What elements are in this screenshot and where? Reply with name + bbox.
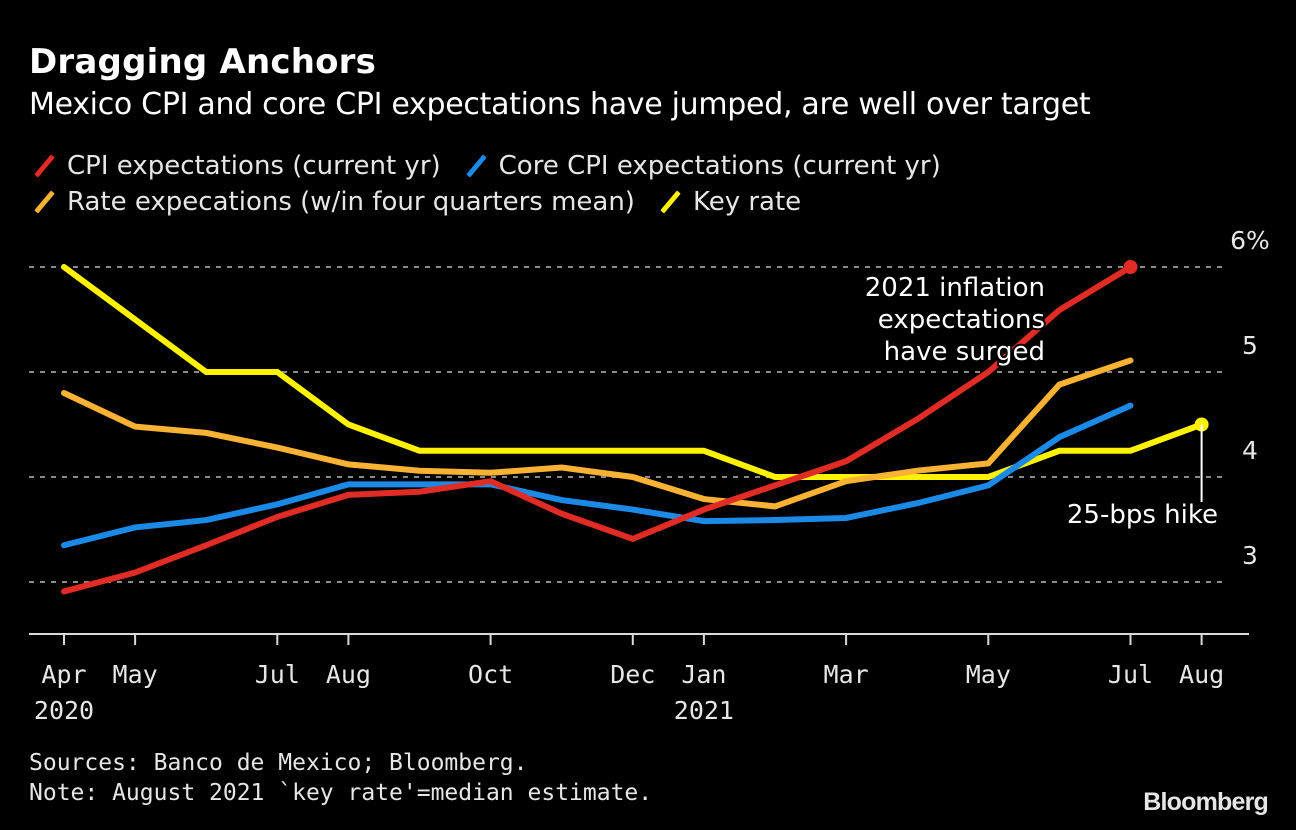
sources-note: Sources: Banco de Mexico; Bloomberg.	[29, 750, 528, 776]
y-tick-label: 4	[1242, 436, 1258, 465]
x-tick-label: Apr	[41, 660, 86, 689]
x-tick-label: Mar	[824, 660, 869, 689]
footnote: Note: August 2021 `key rate'=median esti…	[29, 780, 653, 806]
x-tick-label: Aug	[326, 660, 371, 689]
legend-item-core-cpi: Core CPI expectations (current yr)	[461, 148, 941, 184]
x-tick-label: Jul	[1108, 660, 1153, 689]
legend-item-cpi: CPI expectations (current yr)	[29, 148, 441, 184]
annotation-inflation-surge: expectations	[878, 305, 1045, 335]
chart-subtitle: Mexico CPI and core CPI expectations hav…	[29, 87, 1091, 122]
legend: CPI expectations (current yr) Core CPI e…	[29, 148, 961, 220]
y-tick-label: 3	[1242, 541, 1258, 570]
series-lines	[61, 260, 1209, 595]
chart-title: Dragging Anchors	[29, 42, 377, 82]
legend-row-2: Rate expecations (w/in four quarters mea…	[29, 184, 961, 220]
annotation-rate-hike: 25-bps hike	[1067, 500, 1218, 530]
x-tick-year-label: 2021	[674, 696, 734, 725]
legend-label-rate-expectations: Rate expecations (w/in four quarters mea…	[67, 187, 635, 217]
legend-label-core-cpi: Core CPI expectations (current yr)	[498, 151, 941, 181]
x-axis: Apr 2020 May Jul Aug Oct Dec Jan 2021 Mar May Jul Au…	[29, 633, 1249, 725]
y-tick-label: 5	[1242, 331, 1258, 360]
legend-item-rate-expectations: Rate expecations (w/in four quarters mea…	[29, 184, 635, 220]
series-line-rate-expecations-w-in-four-quarters-mean	[61, 357, 1134, 510]
bloomberg-logo: Bloomberg	[1143, 788, 1269, 816]
x-tick-label: May	[113, 660, 158, 689]
annotation-inflation-surge: 2021 inflation	[865, 273, 1045, 303]
series-line-core-cpi-expectations-current-yr	[61, 402, 1134, 549]
end-marker-cpi-expectations-current-yr	[1123, 260, 1138, 274]
footer: Sources: Banco de Mexico; Bloomberg. Not…	[29, 748, 652, 808]
x-tick-label: Oct	[468, 660, 513, 689]
annotation-inflation-surge: have surged	[884, 337, 1045, 367]
y-axis-labels: 6% 5 4 3	[1230, 226, 1270, 570]
legend-row-1: CPI expectations (current yr) Core CPI e…	[29, 148, 961, 184]
y-tick-label: 6%	[1230, 226, 1270, 255]
x-tick-label: Aug	[1179, 660, 1224, 689]
legend-label-cpi: CPI expectations (current yr)	[67, 151, 441, 181]
x-tick-label: Dec	[610, 660, 655, 689]
legend-label-key-rate: Key rate	[692, 187, 802, 217]
legend-item-key-rate: Key rate	[655, 184, 801, 220]
series-line-cpi-expectations-current-yr	[61, 264, 1134, 595]
x-tick-label: Jul	[255, 660, 300, 689]
x-tick-label: Jan	[681, 660, 726, 689]
x-tick-year-label: 2020	[34, 696, 94, 725]
x-tick-label: May	[966, 660, 1011, 689]
